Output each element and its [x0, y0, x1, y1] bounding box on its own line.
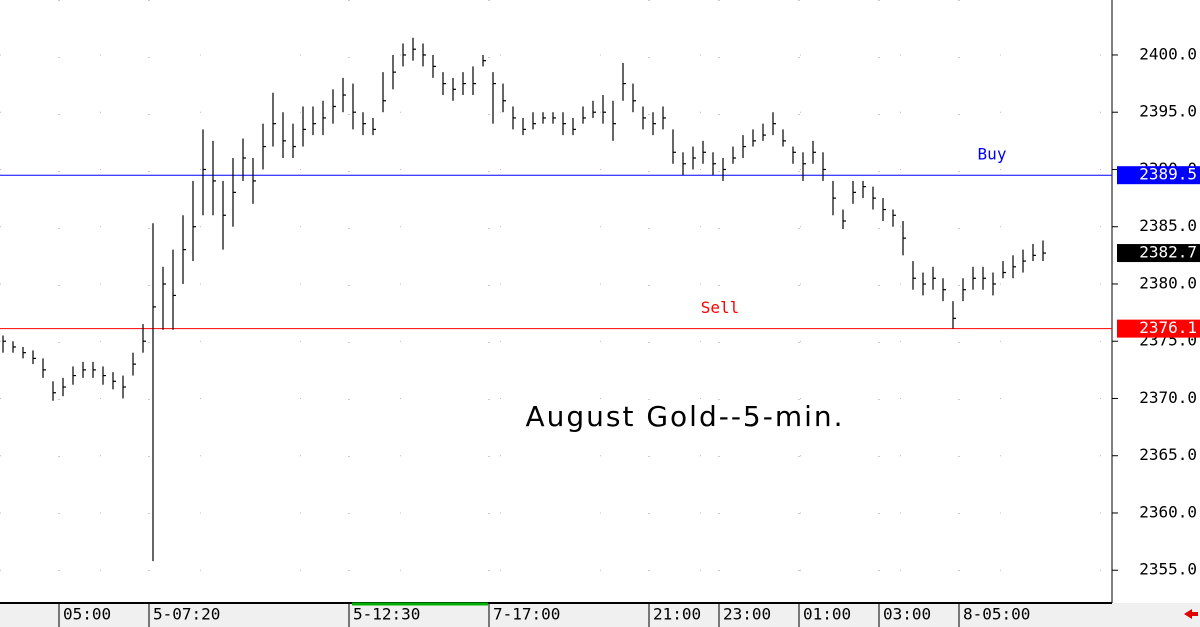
level-name: Sell: [701, 298, 740, 317]
y-tick-label: 2380.0: [1139, 273, 1197, 292]
y-tick-label: 2400.0: [1139, 44, 1197, 63]
x-tick-label: 03:00: [883, 605, 931, 624]
y-tick-label: 2395.0: [1139, 102, 1197, 121]
x-tick-label: 05:00: [63, 605, 111, 624]
y-tick-label: 2355.0: [1139, 560, 1197, 579]
last-price-box: [1117, 244, 1200, 263]
x-tick-label: 21:00: [653, 605, 701, 624]
x-tick-label: 8-05:00: [963, 605, 1030, 624]
y-tick-label: 2385.0: [1139, 216, 1197, 235]
x-tick-label: 5-12:30: [353, 605, 420, 624]
scroll-arrow[interactable]: [1184, 609, 1198, 619]
last-price: 2382.7: [1139, 243, 1197, 262]
y-tick-label: 2365.0: [1139, 445, 1197, 464]
level-name: Buy: [978, 145, 1007, 164]
y-tick-label: 2360.0: [1139, 502, 1197, 521]
y-tick-label: 2370.0: [1139, 388, 1197, 407]
level-price-box: [1117, 319, 1200, 338]
chart-title: August Gold--5-min.: [525, 400, 844, 433]
x-tick-label: 5-07:20: [153, 605, 220, 624]
x-tick-label: 01:00: [803, 605, 851, 624]
level-price: 2376.1: [1139, 318, 1197, 337]
x-tick-label: 7-17:00: [493, 605, 560, 624]
x-tick-label: 23:00: [723, 605, 771, 624]
level-price: 2389.5: [1139, 165, 1197, 184]
time-axis-band: [0, 603, 1200, 627]
level-price-box: [1117, 166, 1200, 185]
